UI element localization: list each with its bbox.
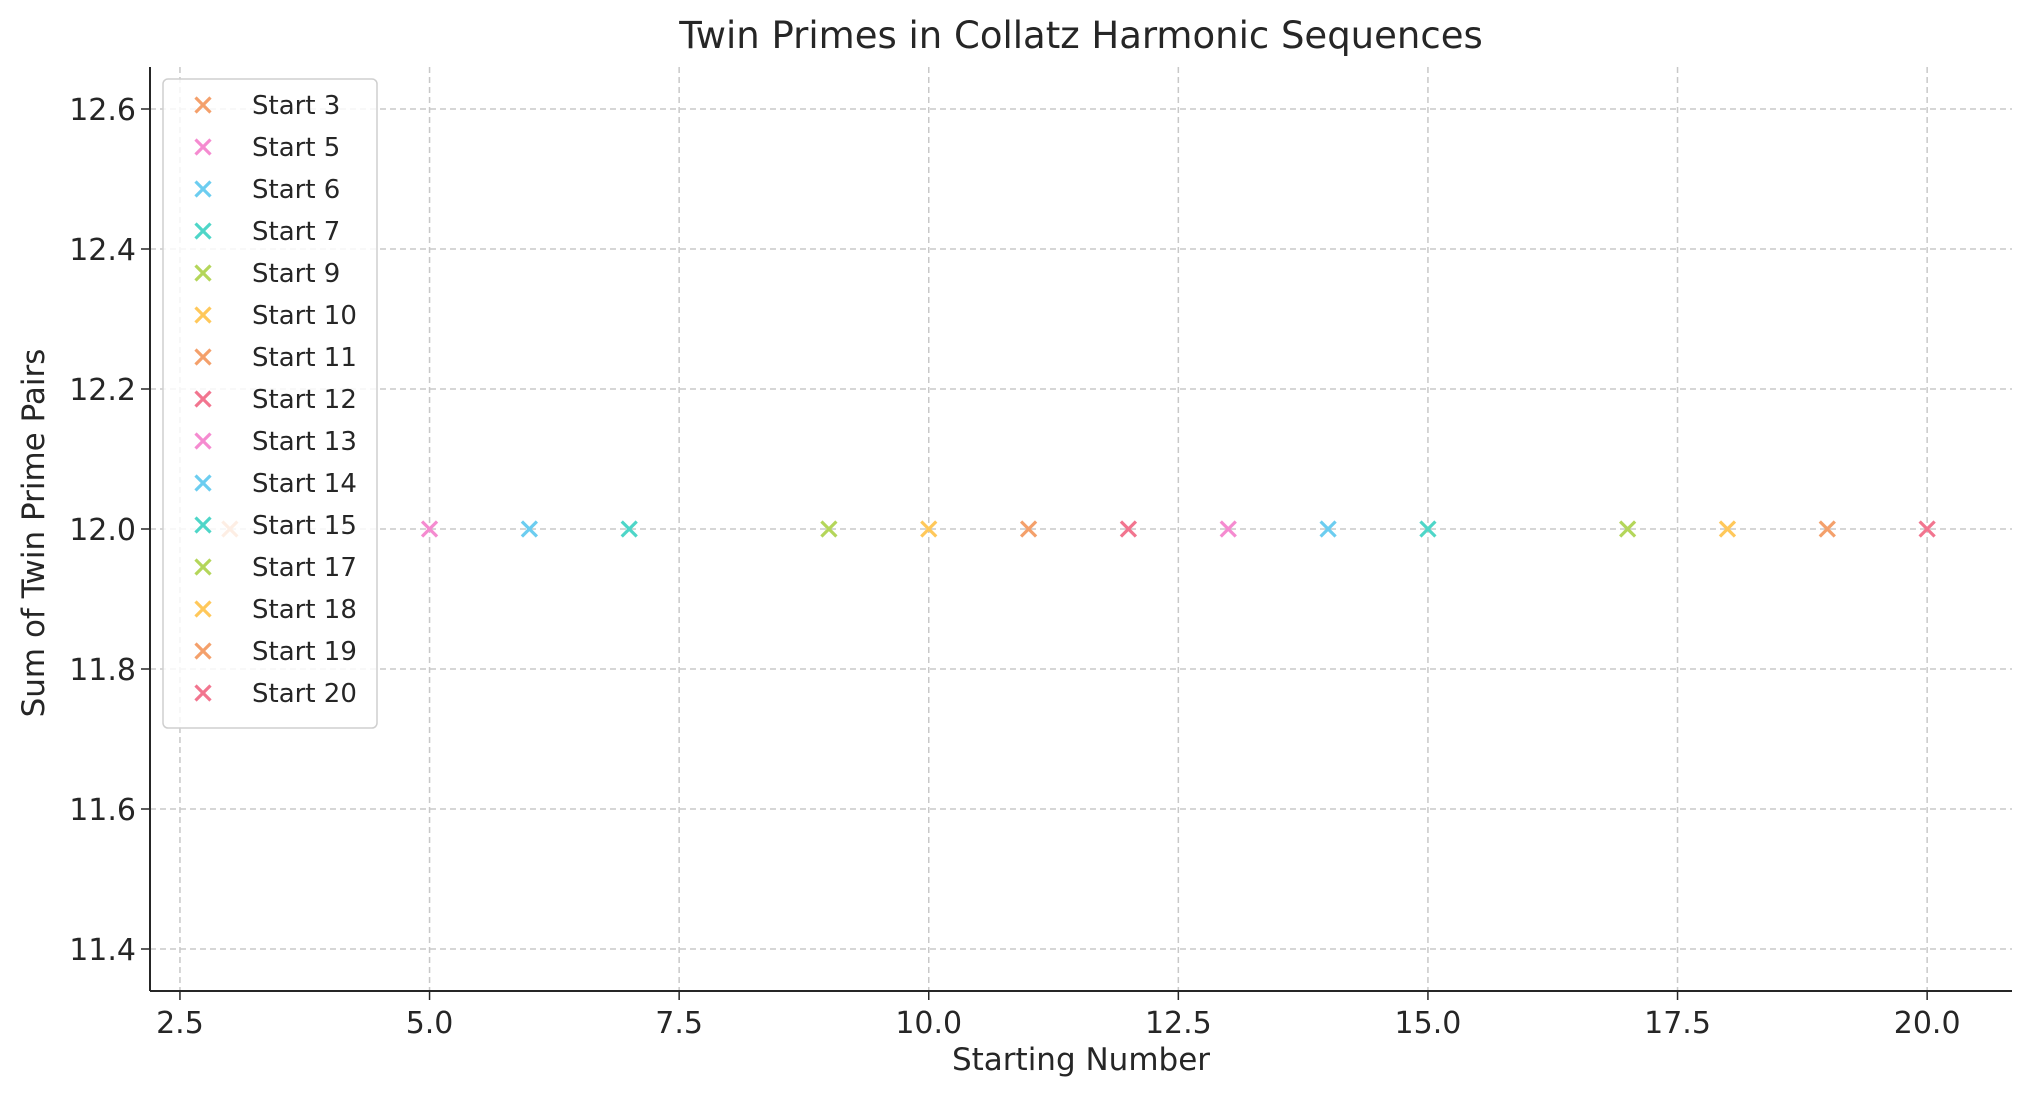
- y-tick-label: 12.2: [69, 373, 136, 408]
- legend-marker: [194, 432, 212, 450]
- legend-label: Start 5: [252, 133, 340, 163]
- legend-label: Start 11: [252, 343, 357, 373]
- y-tick-label: 11.8: [69, 653, 136, 688]
- y-tick-label: 12.4: [69, 233, 136, 268]
- x-tick-label: 20.0: [1894, 1006, 1961, 1041]
- legend-entry: Start 19: [194, 637, 357, 667]
- x-tick-label: 17.5: [1644, 1006, 1711, 1041]
- x-axis-ticks: 2.5 5.0 7.5 10.0 12.5 15.0 17.5 20.0: [156, 991, 1961, 1041]
- y-tick-label: 12.6: [69, 93, 136, 128]
- y-axis-ticks: 11.4 11.6 11.8 12.0 12.2 12.4 12.6: [69, 93, 150, 968]
- data-point: [1918, 520, 1936, 538]
- legend-entry: Start 14: [194, 469, 357, 499]
- legend-entry: Start 5: [194, 133, 340, 163]
- legend-entry: Start 17: [194, 553, 357, 583]
- x-tick-label: 7.5: [655, 1006, 703, 1041]
- legend-marker: [194, 306, 212, 324]
- x-tick-label: 10.0: [895, 1006, 962, 1041]
- legend-entry: Start 20: [194, 679, 357, 709]
- legend-entry: Start 6: [194, 175, 340, 205]
- legend-label: Start 15: [252, 511, 357, 541]
- data-point: [520, 520, 539, 538]
- legend-label: Start 17: [252, 553, 357, 583]
- legend-marker: [194, 558, 212, 576]
- legend-marker: [194, 180, 212, 198]
- legend-marker: [194, 684, 212, 702]
- legend-entry: Start 18: [194, 595, 357, 625]
- data-point: [620, 520, 638, 538]
- data-point: [920, 520, 938, 538]
- data-point: [1319, 520, 1337, 538]
- y-tick-label: 11.4: [69, 933, 136, 968]
- chart-title: Twin Primes in Collatz Harmonic Sequence…: [678, 14, 1482, 57]
- legend-entry: Start 9: [194, 259, 340, 289]
- legend: Start 3 Start 5 Start 6 Start 7 Start 9 Start…: [162, 78, 378, 729]
- legend-label: Start 19: [252, 637, 357, 667]
- x-tick-label: 15.0: [1395, 1006, 1462, 1041]
- data-point: [820, 520, 838, 538]
- legend-label: Start 13: [252, 427, 357, 457]
- x-axis-label: Starting Number: [952, 1042, 1210, 1078]
- legend-marker: [194, 138, 212, 156]
- y-axis-label: Sum of Twin Prime Pairs: [16, 349, 52, 718]
- legend-marker: [194, 96, 212, 114]
- legend-entry: Start 11: [194, 343, 357, 373]
- legend-label: Start 10: [252, 301, 357, 331]
- legend-label: Start 6: [252, 175, 340, 205]
- legend-marker: [194, 264, 212, 282]
- data-point: [420, 520, 439, 538]
- y-tick-label: 12.0: [69, 513, 136, 548]
- data-point: [1019, 520, 1038, 538]
- legend-marker: [194, 642, 212, 660]
- legend-label: Start 3: [252, 91, 340, 121]
- data-points: [221, 520, 1936, 538]
- y-tick-label: 11.6: [69, 793, 136, 828]
- legend-marker: [194, 348, 212, 366]
- data-point: [1419, 520, 1437, 538]
- data-point: [1219, 520, 1237, 538]
- legend-label: Start 18: [252, 595, 357, 625]
- legend-entry: Start 10: [194, 301, 357, 331]
- legend-entry: Start 15: [194, 511, 357, 541]
- data-point: [1718, 520, 1737, 538]
- legend-marker: [194, 516, 212, 534]
- x-tick-label: 5.0: [406, 1006, 454, 1041]
- data-point: [1818, 520, 1836, 538]
- legend-label: Start 20: [252, 679, 357, 709]
- legend-entry: Start 12: [194, 385, 357, 415]
- legend-marker: [194, 474, 212, 492]
- data-point: [1618, 520, 1637, 538]
- legend-box: [162, 78, 378, 729]
- legend-marker: [194, 390, 212, 408]
- x-tick-label: 12.5: [1145, 1006, 1212, 1041]
- legend-label: Start 9: [252, 259, 340, 289]
- data-point: [1119, 520, 1138, 538]
- legend-label: Start 12: [252, 385, 357, 415]
- legend-label: Start 7: [252, 217, 340, 247]
- legend-marker: [194, 600, 212, 618]
- legend-entry: Start 13: [194, 427, 357, 457]
- legend-label: Start 14: [252, 469, 357, 499]
- legend-marker: [194, 222, 212, 240]
- legend-entry: Start 3: [194, 91, 340, 121]
- legend-entry: Start 7: [194, 217, 340, 247]
- x-tick-label: 2.5: [156, 1006, 204, 1041]
